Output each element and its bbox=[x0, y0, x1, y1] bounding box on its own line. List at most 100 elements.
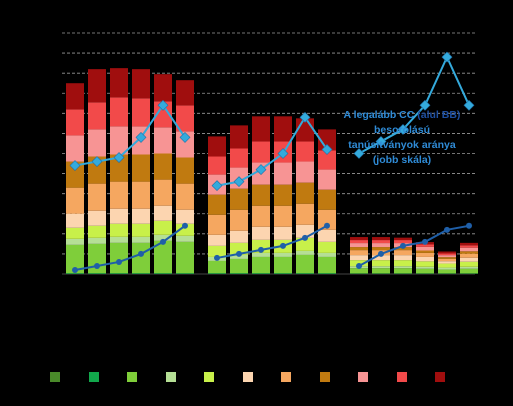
bar-segment-4-3 bbox=[154, 234, 172, 241]
bar-segment-15-2 bbox=[416, 268, 434, 274]
bar-segment-9-8 bbox=[274, 162, 292, 185]
legend-swatch-10 bbox=[435, 372, 445, 382]
bar-segment-0-1 bbox=[66, 272, 84, 274]
bar-segment-5-1 bbox=[176, 272, 194, 274]
bar-segment-2-9 bbox=[110, 97, 128, 127]
bar-segment-14-10 bbox=[394, 237, 412, 241]
bar-segment-12-10 bbox=[350, 237, 368, 241]
bar-segment-3-3 bbox=[132, 236, 150, 243]
bar-segment-9-6 bbox=[274, 205, 292, 227]
bar-segment-17-8 bbox=[460, 247, 478, 252]
bar-segment-8-6 bbox=[252, 205, 270, 227]
bar-segment-16-5 bbox=[438, 261, 456, 264]
bar-segment-6-4 bbox=[208, 245, 226, 257]
bar-segment-7-1 bbox=[230, 272, 248, 274]
line-point-1-16 bbox=[444, 226, 450, 233]
bar-segment-11-1 bbox=[318, 272, 336, 274]
bar-segment-9-5 bbox=[274, 226, 292, 240]
bar-segment-11-6 bbox=[318, 209, 336, 230]
bar-segment-4-2 bbox=[154, 240, 172, 273]
bar-segment-11-7 bbox=[318, 189, 336, 210]
line-0-group-2 bbox=[358, 54, 470, 155]
line-point-0-15 bbox=[419, 99, 431, 111]
bar-segment-11-2 bbox=[318, 256, 336, 273]
legend bbox=[50, 372, 470, 384]
bar-segment-4-9 bbox=[154, 101, 172, 128]
line-point-0-2 bbox=[113, 152, 125, 163]
bar-segment-11-4 bbox=[318, 241, 336, 253]
bar-segment-17-4 bbox=[460, 261, 478, 267]
bar-segment-12-7 bbox=[350, 247, 368, 251]
bar-segment-5-4 bbox=[176, 223, 194, 236]
bar-segment-11-10 bbox=[318, 129, 336, 151]
legend-swatch-7 bbox=[319, 372, 330, 382]
bar-segment-17-10 bbox=[460, 242, 478, 246]
bar-segment-15-3 bbox=[416, 266, 434, 269]
line-point-0-10 bbox=[299, 111, 311, 123]
line-point-0-17 bbox=[463, 99, 475, 111]
bar-segment-2-2 bbox=[110, 242, 128, 273]
bar-segment-13-7 bbox=[372, 247, 390, 251]
line-point-1-7 bbox=[236, 250, 242, 257]
bar-segment-13-10 bbox=[372, 237, 390, 241]
bar-segment-6-10 bbox=[208, 136, 226, 157]
bar-segment-10-8 bbox=[296, 161, 314, 183]
bar-segment-1-4 bbox=[88, 225, 106, 238]
bar-segment-8-1 bbox=[252, 272, 270, 274]
line-point-0-7 bbox=[233, 176, 245, 188]
bar-segment-1-8 bbox=[88, 129, 106, 157]
bar-segment-1-10 bbox=[88, 69, 106, 103]
line-point-1-13 bbox=[378, 250, 384, 257]
line-point-0-13 bbox=[375, 136, 387, 147]
bar-segment-14-9 bbox=[394, 240, 412, 244]
bar-segment-6-7 bbox=[208, 194, 226, 215]
bar-segment-9-10 bbox=[274, 116, 292, 142]
bar-segment-9-2 bbox=[274, 256, 292, 273]
bar-segment-9-3 bbox=[274, 252, 292, 257]
bar-segment-5-3 bbox=[176, 235, 194, 242]
bar-segment-1-6 bbox=[88, 183, 106, 211]
legend-swatch-8 bbox=[358, 372, 368, 382]
line-point-1-12 bbox=[356, 262, 362, 269]
bar-segment-7-3 bbox=[230, 254, 248, 259]
bar-segment-4-8 bbox=[154, 127, 172, 154]
bar-segment-7-10 bbox=[230, 125, 248, 149]
bar-segment-14-5 bbox=[394, 255, 412, 261]
line-point-1-17 bbox=[466, 222, 472, 229]
bar-segment-3-9 bbox=[132, 98, 150, 127]
bar-segment-2-10 bbox=[110, 68, 128, 98]
bar-segment-2-7 bbox=[110, 154, 128, 182]
line-point-0-1 bbox=[91, 156, 103, 167]
bar-segment-8-7 bbox=[252, 184, 270, 206]
line-point-0-9 bbox=[277, 148, 289, 159]
line-1-group-1 bbox=[216, 224, 328, 259]
bar-segment-8-5 bbox=[252, 226, 270, 240]
line-1-group-0 bbox=[74, 224, 186, 271]
bar-segment-4-4 bbox=[154, 220, 172, 235]
bar-segment-11-9 bbox=[318, 150, 336, 170]
line-point-1-15 bbox=[422, 238, 428, 245]
bar-segment-5-10 bbox=[176, 80, 194, 106]
line-point-1-6 bbox=[214, 254, 220, 261]
bar-segment-7-6 bbox=[230, 209, 248, 231]
bar-segment-3-1 bbox=[132, 272, 150, 274]
line-point-1-1 bbox=[94, 262, 100, 269]
bar-segment-8-3 bbox=[252, 252, 270, 257]
line-point-1-0 bbox=[72, 266, 78, 273]
bar-segment-2-1 bbox=[110, 272, 128, 274]
bar-segment-13-5 bbox=[372, 255, 390, 261]
bar-segment-7-4 bbox=[230, 242, 248, 255]
line-point-0-5 bbox=[179, 132, 191, 143]
bar-segment-4-1 bbox=[154, 272, 172, 274]
line-point-0-4 bbox=[157, 99, 169, 111]
line-point-0-16 bbox=[441, 51, 453, 63]
legend-swatch-5 bbox=[242, 372, 253, 382]
bar-segment-16-2 bbox=[438, 269, 456, 274]
bar-segment-6-2 bbox=[208, 260, 226, 273]
bar-segment-15-4 bbox=[416, 261, 434, 267]
bar-segment-8-9 bbox=[252, 141, 270, 163]
bar-segment-10-9 bbox=[296, 141, 314, 162]
bar-segment-0-2 bbox=[66, 244, 84, 273]
legend-swatch-0 bbox=[50, 372, 60, 382]
